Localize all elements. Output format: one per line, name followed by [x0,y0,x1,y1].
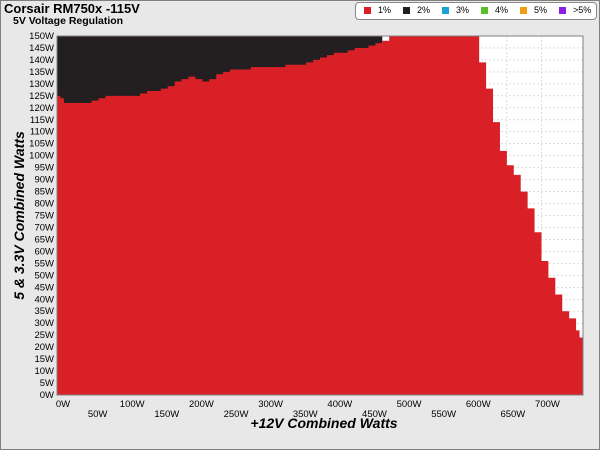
legend-label: 1% [378,5,392,15]
legend-swatch [481,7,488,14]
y-tick-label: 140W [29,55,54,66]
y-tick-label: 85W [34,187,54,198]
x-tick-label: 100W [120,399,145,410]
y-tick-label: 65W [34,234,54,245]
y-tick-label: 95W [34,163,54,174]
x-tick-labels: 0W 50W 100W 150W 200W 250W 300W 350W 400W 450W 500… [56,399,560,420]
y-tick-label: 35W [34,306,54,317]
y-tick-label: 110W [30,127,54,138]
y-tick-label: 115W [30,115,54,126]
x-tick-label: 300W [258,399,283,410]
y-tick-label: 60W [34,246,54,257]
legend-swatch [520,7,527,14]
x-tick-label: 0W [56,399,70,410]
x-tick-label: 650W [500,409,525,420]
y-tick-labels: 0W5W10W15W20W25W30W35W40W45W50W55W60W65W… [29,31,54,401]
y-tick-label: 80W [34,199,54,210]
x-tick-label: 450W [362,409,387,420]
legend-label: >5% [573,5,592,15]
y-tick-label: 145W [29,43,54,54]
y-tick-label: 40W [34,294,54,305]
x-tick-label: 550W [431,409,456,420]
legend-swatch [364,7,371,14]
x-tick-label: 200W [189,399,214,410]
x-tick-label: 250W [224,409,249,420]
y-axis-title: 5 & 3.3V Combined Watts [11,131,27,300]
legend-swatch [559,7,566,14]
legend: 1% 2% 3% 4% 5% >5% [355,2,597,20]
legend-swatch [403,7,410,14]
x-tick-label: 400W [327,399,352,410]
x-tick-label: 350W [293,409,318,420]
y-tick-label: 5W [40,378,54,389]
legend-label: 4% [495,5,509,15]
x-tick-label: 150W [154,409,179,420]
y-tick-label: 105W [29,139,54,150]
chart-subtitle: 5V Voltage Regulation [13,15,124,27]
chart-title: Corsair RM750x -115V [4,1,140,16]
y-tick-label: 135W [29,67,54,78]
legend-label: 3% [456,5,470,15]
y-tick-label: 15W [34,354,54,365]
y-tick-label: 150W [29,31,54,42]
y-tick-label: 70W [34,222,54,233]
y-tick-label: 25W [34,330,54,341]
y-tick-label: 20W [34,342,54,353]
y-tick-label: 130W [29,79,54,90]
y-tick-label: 50W [34,270,54,281]
y-tick-label: 90W [34,175,54,186]
x-tick-label: 50W [88,409,108,420]
x-tick-label: 500W [397,399,422,410]
y-tick-label: 10W [34,366,54,377]
y-tick-label: 125W [29,91,54,102]
y-tick-label: 75W [34,211,54,222]
y-tick-label: 30W [34,318,54,329]
y-tick-label: 55W [34,258,54,269]
y-tick-label: 45W [34,282,54,293]
series-layer [57,36,583,395]
y-tick-label: 100W [29,151,54,162]
x-tick-label: 700W [535,399,560,410]
y-tick-label: 120W [29,103,54,114]
x-axis-title: +12V Combined Watts [250,415,397,431]
series-area-1pct [57,36,583,395]
legend-label: 5% [534,5,548,15]
x-tick-label: 600W [466,399,491,410]
y-tick-label: 0W [40,390,54,401]
legend-swatch [442,7,449,14]
plot-border [56,35,584,396]
legend-label: 2% [417,5,431,15]
